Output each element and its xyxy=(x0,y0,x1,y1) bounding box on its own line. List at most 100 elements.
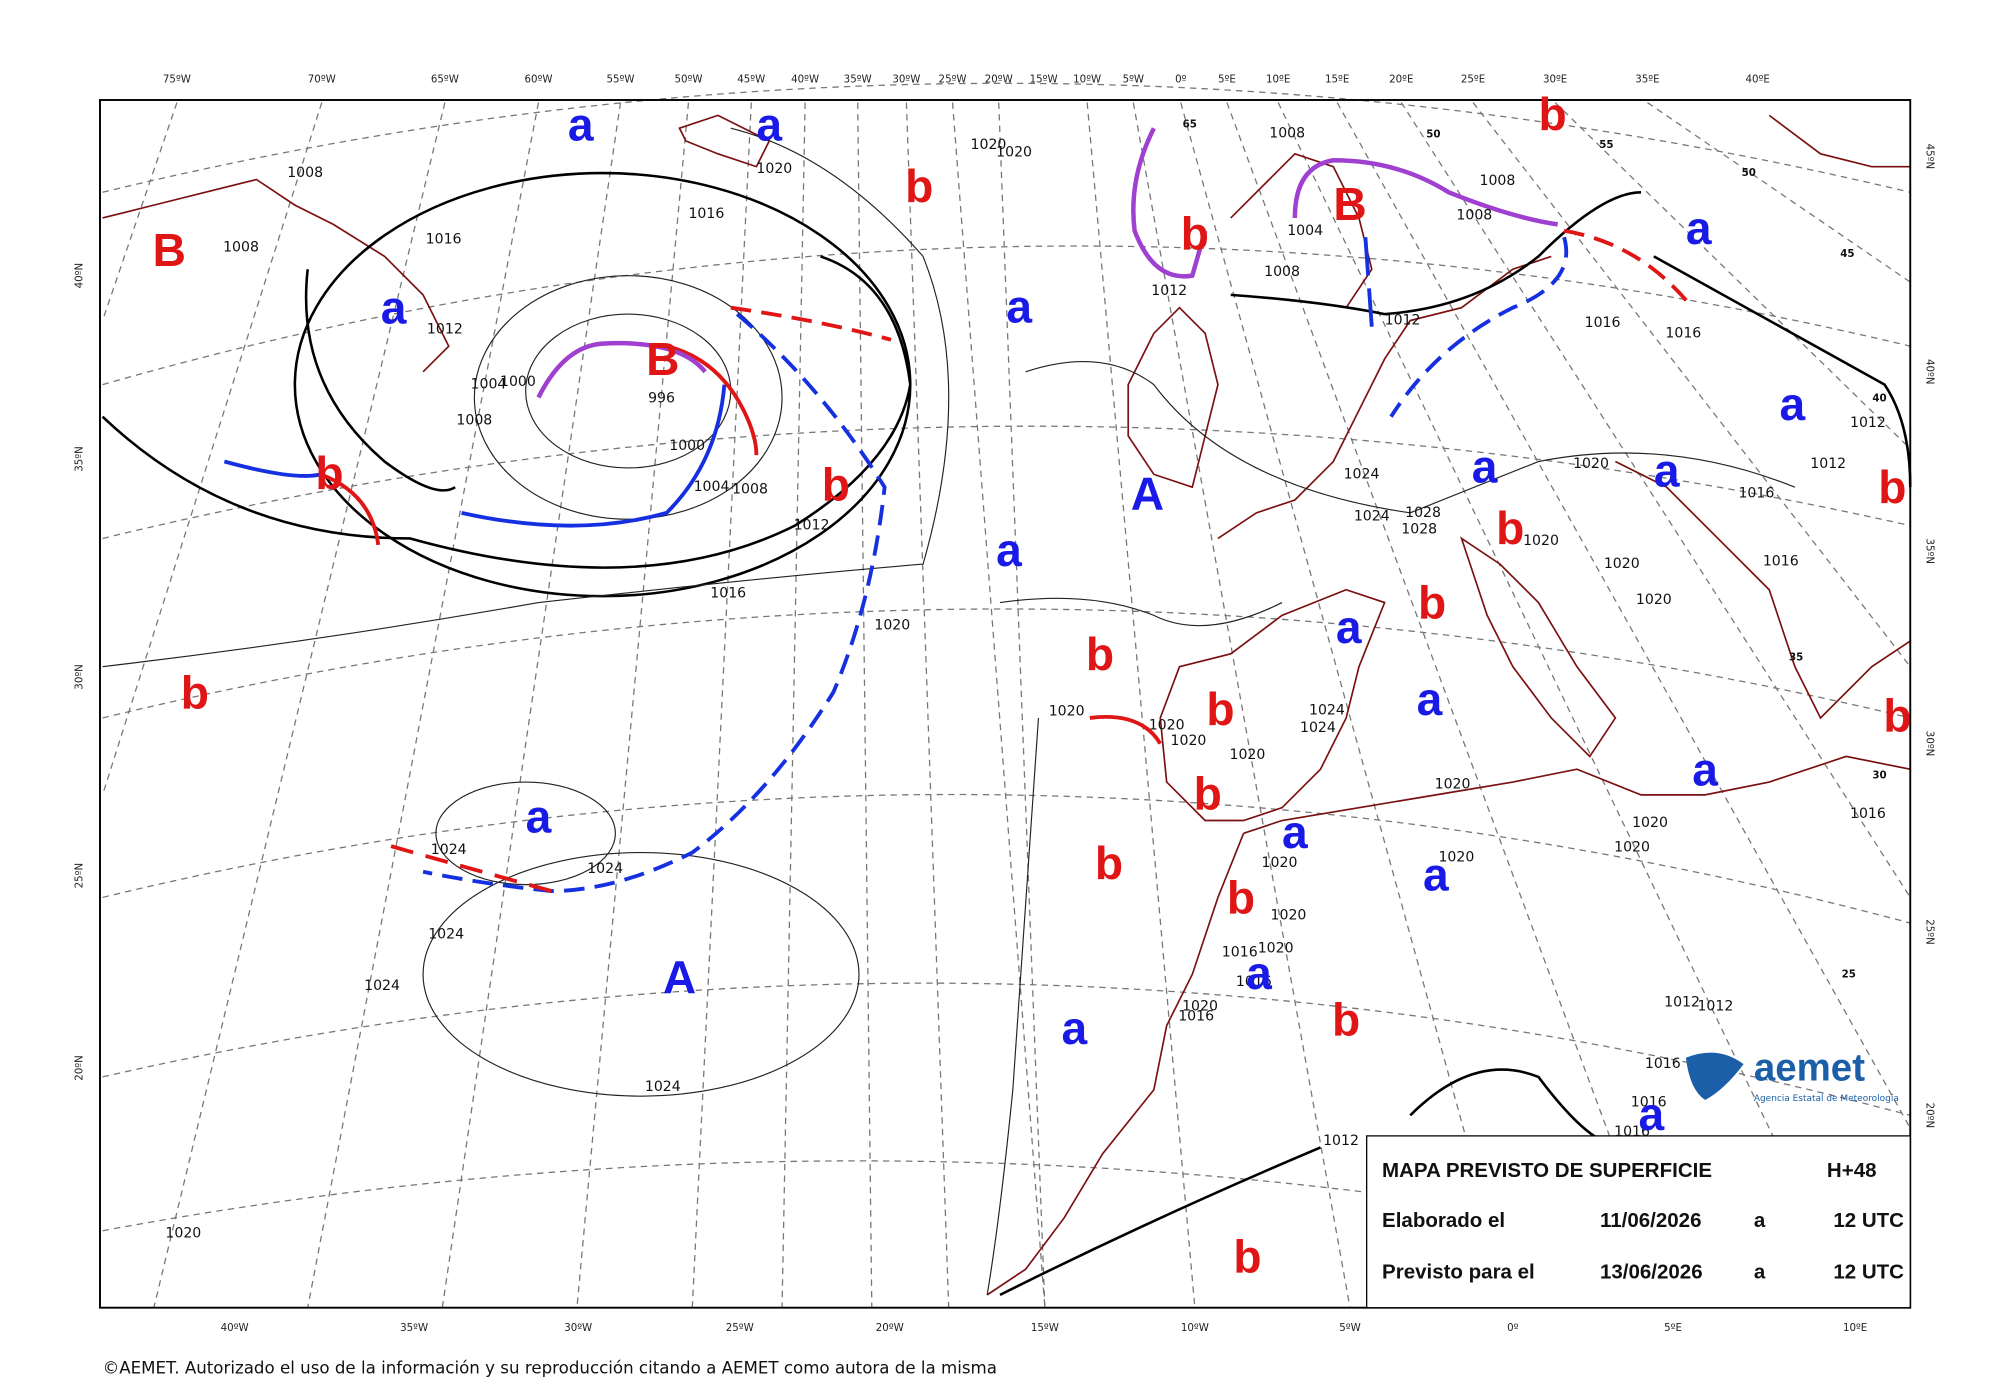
high-pressure-label: a xyxy=(526,791,552,843)
longitude-label: 0º xyxy=(1175,73,1187,85)
graticule-line xyxy=(781,102,806,1308)
isobar-label: 1012 xyxy=(1151,283,1187,299)
latitude-label: 25ºN xyxy=(1923,919,1935,945)
low-pressure-label: b xyxy=(1181,207,1209,259)
isobar-label: 1028 xyxy=(1405,505,1441,521)
isobar-label: 1000 xyxy=(669,438,705,454)
longitude-label: 40ºW xyxy=(791,73,819,85)
isobar-label: 1016 xyxy=(1850,806,1886,822)
longitude-label: 55ºW xyxy=(607,73,635,85)
graticule-line xyxy=(101,102,323,796)
warm-front xyxy=(666,344,759,456)
low-pressure-label: b xyxy=(1538,88,1566,140)
longitude-label: 35ºW xyxy=(400,1322,428,1334)
longitude-label: 30ºW xyxy=(564,1322,592,1334)
longitude-label: 25ºW xyxy=(726,1322,754,1334)
isobar-label: 1008 xyxy=(1456,207,1492,223)
info-range: H+48 xyxy=(1827,1159,1877,1182)
longitude-label: 50ºW xyxy=(674,73,702,85)
low-pressure-label: B xyxy=(646,333,679,385)
longitude-label: 75ºW xyxy=(163,73,191,85)
high-pressure-label: A xyxy=(663,951,696,1003)
longitude-label: 65ºW xyxy=(431,73,459,85)
graticule-line xyxy=(102,1160,1911,1296)
graticule-line xyxy=(102,245,1911,386)
graticule-line xyxy=(1132,102,1351,1308)
longitude-label: 40ºW xyxy=(221,1322,249,1334)
graticule-label: 65 xyxy=(1183,118,1197,130)
low-pressure-label: b xyxy=(181,666,209,718)
low-pressure-label: b xyxy=(1206,683,1234,735)
isobar-label: 1020 xyxy=(1573,456,1609,472)
longitude-label: 10ºW xyxy=(1181,1322,1209,1334)
high-pressure-label: a xyxy=(381,282,407,334)
warm-front xyxy=(319,472,381,546)
isobar-label: 1008 xyxy=(287,165,323,181)
warm-front-upper xyxy=(730,305,892,342)
isobar-label: 1016 xyxy=(688,206,724,222)
isobar-label: 1012 xyxy=(427,321,463,337)
info-sep: a xyxy=(1754,1260,1766,1283)
latitude-label: 35ºN xyxy=(1923,539,1935,565)
isobar xyxy=(1653,255,1912,488)
graticule-line xyxy=(1086,102,1196,1308)
isobar-label: 1016 xyxy=(710,586,746,602)
high-pressure-label: a xyxy=(1062,1002,1088,1054)
isobar-label: 1020 xyxy=(874,618,910,634)
low-pressure-label: b xyxy=(1194,768,1222,820)
latitude-label: 40ºN xyxy=(73,263,85,289)
copyright: ©AEMET. Autorizado el uso de la informac… xyxy=(103,1359,997,1378)
isobar-label: 1024 xyxy=(1300,720,1336,736)
longitude-label: 10ºW xyxy=(1073,73,1101,85)
graticule-line xyxy=(1277,102,1856,1308)
longitude-label: 25ºE xyxy=(1461,73,1485,85)
low-pressure-label: b xyxy=(1878,461,1906,513)
low-pressure-label: b xyxy=(1883,689,1911,741)
isobar xyxy=(986,717,1040,1295)
isobar-label: 1020 xyxy=(1604,556,1640,572)
info-date: 13/06/2026 xyxy=(1600,1260,1703,1283)
isobar-label: 1024 xyxy=(587,861,623,877)
coastline xyxy=(1230,152,1373,309)
isobar xyxy=(473,275,783,520)
latitude-label: 35ºN xyxy=(73,446,85,472)
info-time: 12 UTC xyxy=(1833,1260,1904,1283)
latitude-label: 20ºN xyxy=(1923,1103,1935,1129)
longitude-label: 20ºE xyxy=(1389,73,1413,85)
graticule-line xyxy=(307,102,540,1308)
high-pressure-label: a xyxy=(1417,673,1443,725)
graticule-line xyxy=(951,102,1046,1308)
low-pressure-label: b xyxy=(1496,502,1524,554)
isobar-label: 996 xyxy=(648,391,675,407)
graticule-line xyxy=(576,102,690,1308)
longitude-label: 45ºW xyxy=(737,73,765,85)
isobar-label: 1024 xyxy=(428,927,464,943)
high-pressure-label: a xyxy=(756,98,782,150)
graticule-line xyxy=(1472,102,1911,668)
graticule-line xyxy=(102,425,1911,540)
coastline xyxy=(678,114,771,168)
isobar xyxy=(101,255,912,569)
isobar-label: 1012 xyxy=(1664,995,1700,1011)
graticule-line xyxy=(153,102,446,1308)
isobar-label: 1008 xyxy=(456,413,492,429)
isobar xyxy=(999,1146,1322,1297)
graticule-line xyxy=(691,102,752,1308)
isobar-label: 1008 xyxy=(223,239,259,255)
isobar-label: 1024 xyxy=(364,978,400,994)
high-pressure-label: a xyxy=(1692,743,1718,795)
low-pressure-label: b xyxy=(1086,628,1114,680)
isobar-label: 1004 xyxy=(471,377,507,393)
graticule-line xyxy=(905,102,950,1308)
isobar xyxy=(1025,360,1796,514)
longitude-label: 5ºE xyxy=(1664,1322,1682,1334)
coastline xyxy=(1127,306,1219,489)
coastline xyxy=(1615,460,1911,720)
isobar-label: 1016 xyxy=(1236,974,1272,990)
latitude-label: 45ºN xyxy=(1923,144,1935,170)
low-pressure-label: b xyxy=(1332,993,1360,1045)
longitude-label: 35ºE xyxy=(1635,73,1659,85)
isobar-label: 1012 xyxy=(1850,415,1886,431)
longitude-label: 15ºE xyxy=(1325,73,1349,85)
isobar-label: 1020 xyxy=(1229,747,1265,763)
